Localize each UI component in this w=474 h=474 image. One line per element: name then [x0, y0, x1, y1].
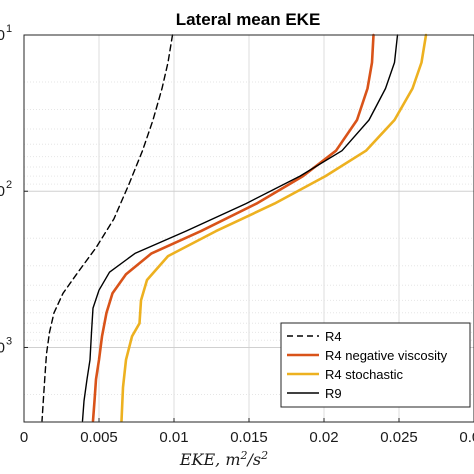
legend-label-1: R4 negative viscosity — [325, 348, 448, 363]
y-tick-label: 102 — [0, 179, 12, 200]
y-ticks: 101102103 — [0, 23, 28, 356]
x-tick-label: 0.005 — [80, 429, 118, 446]
y-tick-base: 10 — [0, 183, 5, 200]
y-tick-label: 103 — [0, 335, 12, 356]
x-tick-label: 0.01 — [159, 429, 188, 446]
series-line-2 — [120, 33, 428, 423]
legend-label-3: R9 — [325, 386, 342, 401]
x-tick-label: 0 — [20, 429, 28, 446]
y-tick-base: 10 — [0, 27, 5, 44]
legend: R4 R4 negative viscosity R4 stochastic R9 — [280, 322, 471, 408]
y-tick-exponent: 2 — [6, 179, 12, 191]
x-tick-label: 0.03 — [459, 429, 474, 446]
x-axis-label: EKE, m2/s2 — [179, 449, 268, 469]
legend-label-2: R4 stochastic — [325, 367, 404, 382]
y-tick-base: 10 — [0, 339, 5, 356]
y-tick-exponent: 3 — [6, 335, 12, 347]
y-tick-exponent: 1 — [6, 23, 12, 35]
series-line-0 — [41, 34, 174, 422]
series-layer — [41, 33, 428, 423]
series-line-3 — [81, 34, 399, 422]
series-line-1 — [91, 33, 375, 423]
legend-label-0: R4 — [325, 329, 342, 344]
chart-title: Lateral mean EKE — [176, 10, 321, 29]
x-tick-label: 0.015 — [230, 429, 268, 446]
y-tick-label: 101 — [0, 23, 12, 44]
x-tick-label: 0.025 — [380, 429, 418, 446]
x-tick-label: 0.02 — [309, 429, 338, 446]
x-ticks: 0 0.005 0.01 0.015 0.02 0.025 0.03 — [20, 418, 474, 446]
